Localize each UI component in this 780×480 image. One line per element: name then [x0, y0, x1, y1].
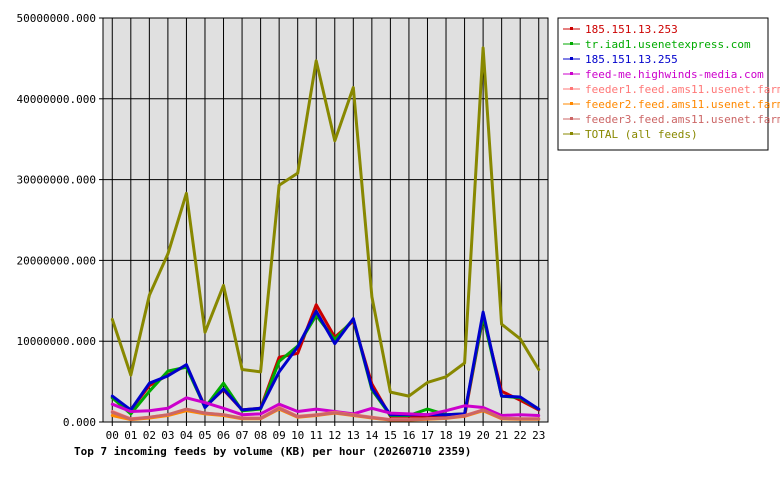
x-axis-ticks: 00 01 02 03 04 05 06 07 08 09 10 11 12 13 14 15 16 17 18 19…: [106, 429, 546, 442]
legend-swatch-marker: [570, 102, 573, 105]
legend-entry-label: feed-me.highwinds-media.com: [585, 68, 764, 81]
x-tick-label: 06: [217, 429, 230, 442]
y-tick-label: 20000000.000: [17, 254, 96, 267]
series-line: [110, 396, 541, 417]
x-tick-label: 15: [384, 429, 397, 442]
series-line: [110, 46, 541, 398]
legend-swatch-marker: [570, 42, 573, 45]
legend-entry-label: feeder1.feed.ams11.usenet.farm: [585, 83, 780, 96]
y-tick-label: 50000000.000: [17, 12, 96, 25]
x-tick-label: 00: [106, 429, 119, 442]
legend-entry-label: 185.151.13.255: [585, 53, 678, 66]
series-line: [110, 406, 541, 422]
chart-title: Top 7 incoming feeds by volume (KB) per …: [74, 445, 471, 458]
x-tick-label: 22: [514, 429, 527, 442]
x-tick-label: 04: [180, 429, 194, 442]
x-tick-label: 02: [143, 429, 156, 442]
legend: 185.151.13.253 tr.iad1.usenetexpress.com 1…: [563, 23, 780, 141]
x-tick-label: 08: [254, 429, 267, 442]
x-tick-label: 18: [439, 429, 452, 442]
legend-swatch-marker: [570, 27, 573, 30]
legend-entry-label: feeder3.feed.ams11.usenet.farm: [585, 113, 780, 126]
series-lines: [110, 46, 541, 422]
x-tick-label: 03: [161, 429, 174, 442]
x-tick-label: 07: [235, 429, 248, 442]
x-tick-label: 11: [310, 429, 323, 442]
legend-swatch-marker: [570, 57, 573, 60]
legend-box: [557, 17, 769, 151]
x-tick-label: 17: [421, 429, 434, 442]
x-tick-label: 09: [273, 429, 286, 442]
legend-swatch-marker: [570, 132, 573, 135]
x-tick-label: 01: [124, 429, 137, 442]
x-tick-label: 12: [328, 429, 341, 442]
series-line: [110, 309, 541, 417]
x-tick-label: 16: [402, 429, 415, 442]
x-tick-label: 05: [198, 429, 211, 442]
x-tick-label: 10: [291, 429, 304, 442]
x-tick-label: 20: [476, 429, 489, 442]
y-tick-label: 0.000: [63, 416, 96, 429]
legend-swatch-marker: [570, 117, 573, 120]
y-tick-label: 40000000.000: [17, 93, 96, 106]
x-tick-label: 14: [365, 429, 379, 442]
y-tick-label: 10000000.000: [17, 335, 96, 348]
legend-swatch-marker: [570, 87, 573, 90]
x-tick-label: 13: [347, 429, 360, 442]
x-tick-label: 23: [532, 429, 545, 442]
legend-entry-label: feeder2.feed.ams11.usenet.farm: [585, 98, 780, 111]
legend-swatch-marker: [570, 72, 573, 75]
y-tick-label: 30000000.000: [17, 174, 96, 187]
legend-entry-label: TOTAL (all feeds): [585, 128, 698, 141]
legend-entry-label: 185.151.13.253: [585, 23, 678, 36]
x-tick-label: 21: [495, 429, 508, 442]
legend-entry-label: tr.iad1.usenetexpress.com: [585, 38, 751, 51]
grid: [99, 17, 548, 426]
y-axis-ticks: 0.000 10000000.000 20000000.000 30000000.00…: [17, 12, 96, 429]
x-tick-label: 19: [458, 429, 471, 442]
